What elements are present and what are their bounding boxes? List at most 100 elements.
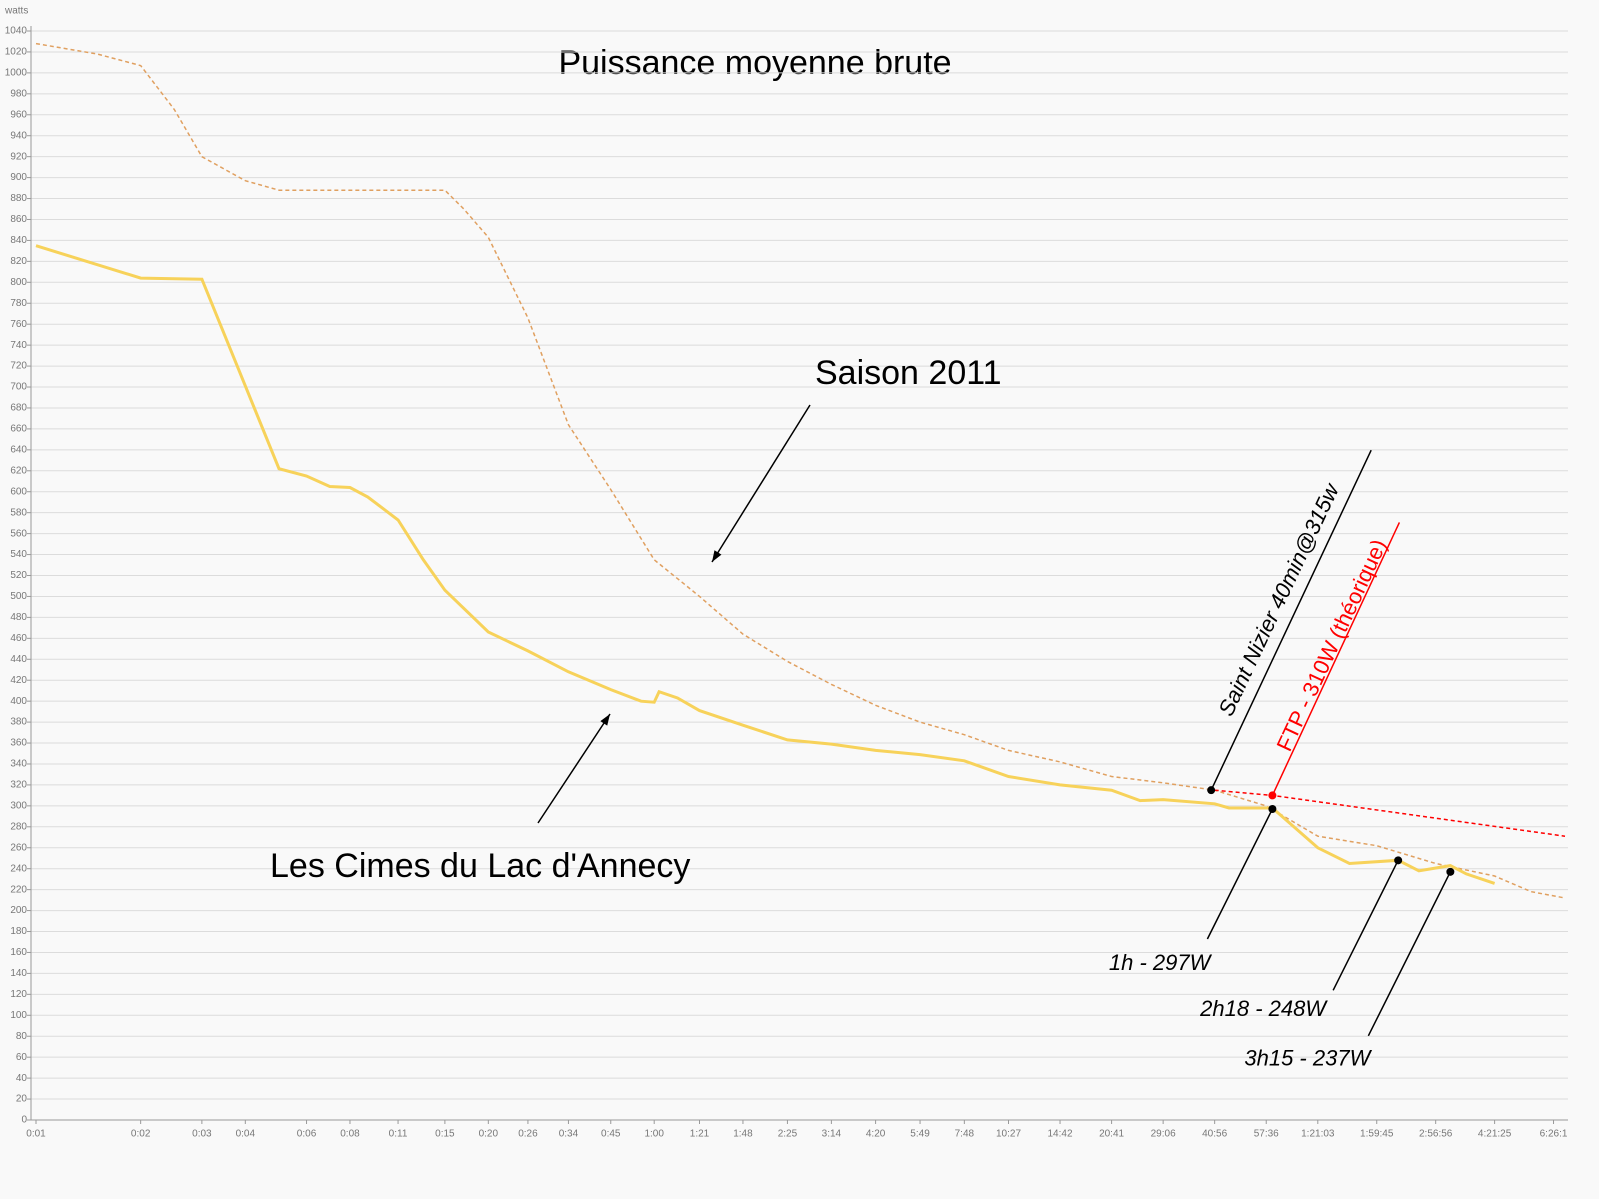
y-tick-label: 400 [10, 696, 27, 707]
x-tick-label: 5:49 [910, 1129, 930, 1140]
x-tick-label: 4:20 [866, 1129, 886, 1140]
x-tick-label: 0:11 [389, 1129, 408, 1140]
y-tick-label: 500 [10, 591, 27, 602]
y-tick-label: 700 [10, 382, 27, 393]
leader-line [1271, 522, 1401, 796]
y-tick-label: 520 [10, 570, 27, 581]
series-label: Saison 2011 [815, 354, 1002, 392]
arrow-line [537, 713, 611, 824]
annotation-label: 3h15 - 237W [1244, 1046, 1372, 1071]
chart-title: Puissance moyenne brute [558, 44, 951, 82]
x-tick-label: 0:34 [559, 1129, 579, 1140]
x-tick-label: 2:56:56 [1419, 1129, 1453, 1140]
y-axis-label: watts [4, 6, 28, 17]
arrow-head [600, 714, 610, 726]
y-tick-label: 620 [10, 465, 27, 476]
x-tick-label: 1:00 [644, 1129, 664, 1140]
arrow-line [711, 404, 811, 563]
annotation-point [1268, 805, 1277, 814]
x-tick-label: 0:26 [518, 1129, 538, 1140]
y-tick-label: 900 [10, 172, 27, 183]
x-tick-label: 29:06 [1151, 1129, 1176, 1140]
x-tick-label: 10:27 [996, 1129, 1021, 1140]
y-tick-label: 940 [10, 130, 27, 141]
y-tick-label: 540 [10, 549, 27, 560]
y-tick-label: 440 [10, 654, 27, 665]
x-tick-label: 0:06 [297, 1129, 317, 1140]
x-tick-label: 0:08 [340, 1129, 360, 1140]
y-tick-label: 1040 [5, 26, 28, 37]
x-tick-label: 20:41 [1099, 1129, 1124, 1140]
y-tick-label: 660 [10, 424, 27, 435]
annotation-label: 2h18 - 248W [1199, 996, 1328, 1021]
x-tick-label: 4:21:25 [1478, 1129, 1512, 1140]
y-tick-label: 0 [21, 1115, 27, 1126]
y-tick-label: 460 [10, 633, 27, 644]
y-tick-label: 840 [10, 235, 27, 246]
y-tick-label: 640 [10, 444, 27, 455]
x-tick-label: 7:48 [955, 1129, 975, 1140]
y-tick-label: 720 [10, 361, 27, 372]
y-tick-label: 600 [10, 486, 27, 497]
x-tick-label: 14:42 [1048, 1129, 1073, 1140]
x-tick-label: 2:25 [778, 1129, 798, 1140]
y-tick-label: 160 [10, 947, 27, 958]
y-tick-label: 100 [10, 1010, 27, 1021]
y-tick-label: 180 [10, 926, 27, 937]
leader-line [1367, 871, 1452, 1037]
leader-line [1206, 808, 1274, 940]
y-tick-label: 280 [10, 821, 27, 832]
y-tick-label: 580 [10, 507, 27, 518]
x-tick-label: 40:56 [1202, 1129, 1227, 1140]
x-tick-label: 1:59:45 [1360, 1129, 1394, 1140]
y-tick-label: 780 [10, 298, 27, 309]
y-tick-label: 120 [10, 989, 27, 1000]
y-tick-label: 480 [10, 612, 27, 623]
y-tick-label: 20 [16, 1094, 28, 1105]
annotation-point [1207, 786, 1216, 795]
y-tick-label: 300 [10, 801, 27, 812]
x-tick-label: 0:02 [131, 1129, 151, 1140]
annotation-point [1446, 867, 1455, 876]
y-tick-label: 260 [10, 842, 27, 853]
y-tick-label: 860 [10, 214, 27, 225]
y-tick-label: 360 [10, 738, 27, 749]
y-tick-label: 200 [10, 905, 27, 916]
y-tick-label: 680 [10, 403, 27, 414]
x-tick-label: 0:03 [192, 1129, 212, 1140]
y-tick-label: 220 [10, 884, 27, 895]
x-tick-label: 0:15 [435, 1129, 455, 1140]
y-tick-label: 980 [10, 88, 27, 99]
y-tick-label: 960 [10, 109, 27, 120]
y-tick-label: 340 [10, 759, 27, 770]
y-tick-label: 880 [10, 193, 27, 204]
x-tick-label: 1:48 [733, 1129, 753, 1140]
x-tick-label: 0:20 [479, 1129, 499, 1140]
y-tick-label: 1000 [5, 68, 28, 79]
leader-line [1210, 449, 1372, 791]
annotation-label: 1h - 297W [1109, 950, 1213, 975]
y-tick-label: 1020 [5, 47, 28, 58]
ftp-point [1268, 791, 1277, 800]
y-tick-label: 140 [10, 968, 27, 979]
series-line [35, 42, 1566, 899]
y-tick-label: 560 [10, 528, 27, 539]
y-tick-label: 80 [16, 1031, 28, 1042]
y-tick-label: 380 [10, 717, 27, 728]
x-tick-label: 1:21 [690, 1129, 710, 1140]
x-tick-label: 57:36 [1254, 1129, 1279, 1140]
annotation-point [1394, 856, 1403, 865]
y-tick-label: 920 [10, 151, 27, 162]
y-tick-label: 420 [10, 675, 27, 686]
leader-line [1332, 859, 1399, 991]
series-label: Les Cimes du Lac d'Annecy [270, 847, 690, 885]
x-tick-label: 3:14 [822, 1129, 842, 1140]
y-tick-label: 820 [10, 256, 27, 267]
x-tick-label: 0:01 [26, 1129, 46, 1140]
y-tick-label: 60 [16, 1052, 28, 1063]
y-tick-label: 240 [10, 863, 27, 874]
x-tick-label: 6:26:1 [1540, 1129, 1568, 1140]
x-tick-label: 0:45 [601, 1129, 621, 1140]
